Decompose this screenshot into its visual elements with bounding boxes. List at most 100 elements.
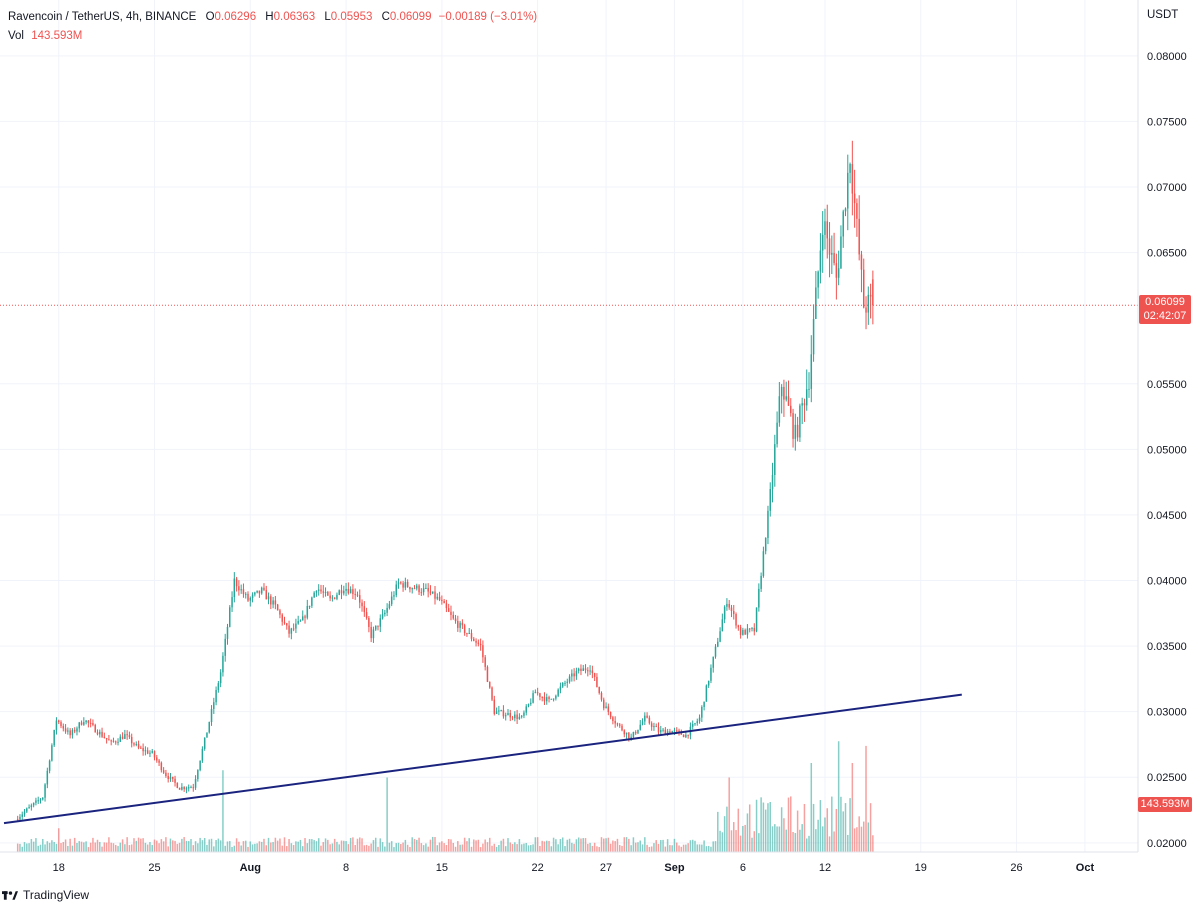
volume-bar — [276, 840, 279, 852]
candle-up — [217, 683, 220, 690]
volume-bar — [356, 838, 359, 852]
candle-up — [525, 706, 527, 713]
legend-low: 0.05953 — [330, 11, 373, 23]
candle-up — [459, 622, 461, 628]
legend-volume: 143.593M — [31, 30, 83, 42]
volume-bar — [801, 824, 803, 852]
candle-down — [445, 603, 448, 609]
candle-up — [187, 787, 190, 789]
volume-bar — [785, 829, 787, 852]
volume-bar — [71, 845, 74, 852]
candle-up — [801, 403, 803, 406]
volume-bar — [787, 797, 790, 852]
candle-down — [509, 712, 512, 718]
candle-up — [431, 591, 434, 594]
candle-down — [192, 787, 195, 789]
volume-bar — [767, 803, 769, 852]
volume-bar — [778, 826, 781, 852]
volume-bar — [730, 830, 733, 852]
volume-bar — [322, 842, 325, 852]
candle-down — [452, 614, 455, 619]
x-tick-label: 26 — [1010, 862, 1022, 874]
volume-bar — [374, 837, 377, 852]
volume-bar — [215, 840, 217, 852]
volume-bar — [473, 839, 475, 852]
volume-bar — [603, 838, 605, 852]
volume-bar — [260, 841, 263, 852]
legend-open-label: O — [205, 11, 215, 23]
candle-up — [495, 711, 498, 714]
candlesticks — [16, 140, 874, 822]
y-tick-label: 0.08000 — [1147, 51, 1187, 63]
volume-bar — [669, 845, 671, 852]
candle-down — [454, 618, 457, 622]
candle-down — [265, 589, 268, 600]
candle-down — [591, 670, 594, 674]
candle-up — [840, 236, 842, 269]
overlays — [0, 304, 1138, 825]
candle-down — [167, 776, 169, 780]
candle-down — [484, 657, 486, 667]
candle-down — [466, 633, 468, 635]
y-tick-label: 0.03000 — [1147, 707, 1187, 719]
candle-down — [655, 726, 657, 728]
volume-bar — [821, 826, 824, 852]
candle-up — [151, 751, 153, 753]
candle-down — [728, 603, 730, 608]
volume-bar — [431, 836, 434, 852]
candle-down — [165, 772, 167, 777]
candle-down — [853, 193, 856, 204]
candle-down — [502, 710, 505, 717]
volume-bar — [167, 846, 169, 852]
volume-bar — [477, 839, 480, 852]
volume-bar — [546, 840, 548, 852]
volume-bar — [621, 845, 623, 852]
volume-bar — [671, 845, 673, 852]
volume-bar — [447, 838, 450, 852]
candle-up — [254, 592, 256, 595]
volume-bar — [80, 841, 83, 852]
candle-up — [393, 595, 395, 597]
candle-down — [737, 625, 740, 628]
candle-up — [338, 590, 340, 595]
volume-bar — [89, 842, 92, 852]
volume-bar — [349, 837, 352, 852]
candle-up — [78, 722, 81, 729]
candle-up — [21, 814, 23, 817]
volume-bar — [32, 841, 35, 852]
candle-up — [19, 816, 21, 820]
volume-bar — [301, 846, 304, 852]
volume-bar — [557, 844, 559, 852]
candle-down — [114, 741, 117, 743]
volume-bar — [333, 838, 336, 852]
candle-down — [420, 592, 423, 594]
candle-down — [621, 725, 623, 731]
volume-bar — [117, 846, 119, 852]
candle-up — [35, 800, 37, 803]
volume-bar — [379, 838, 382, 852]
volume-bar — [381, 842, 384, 852]
tradingview-logo[interactable]: TradingView — [2, 888, 89, 902]
candle-up — [372, 629, 375, 639]
candle-down — [678, 730, 680, 732]
volume-bar — [286, 846, 288, 852]
y-tick-label: 0.05500 — [1147, 379, 1187, 391]
candle-down — [477, 642, 480, 644]
candle-down — [730, 607, 733, 611]
candle-up — [685, 734, 687, 738]
candle-up — [468, 633, 470, 635]
candle-down — [327, 592, 329, 596]
volume-bar — [609, 843, 612, 852]
candle-up — [518, 716, 521, 720]
volume-bar — [632, 837, 635, 852]
volume-bar — [452, 842, 455, 852]
volume-bar — [618, 845, 621, 852]
candle-down — [748, 628, 751, 630]
volume-bar — [605, 838, 607, 852]
volume-bar — [780, 807, 783, 852]
candle-down — [110, 740, 112, 742]
candle-up — [644, 715, 646, 722]
candle-up — [210, 708, 213, 723]
volume-bar — [206, 844, 208, 852]
